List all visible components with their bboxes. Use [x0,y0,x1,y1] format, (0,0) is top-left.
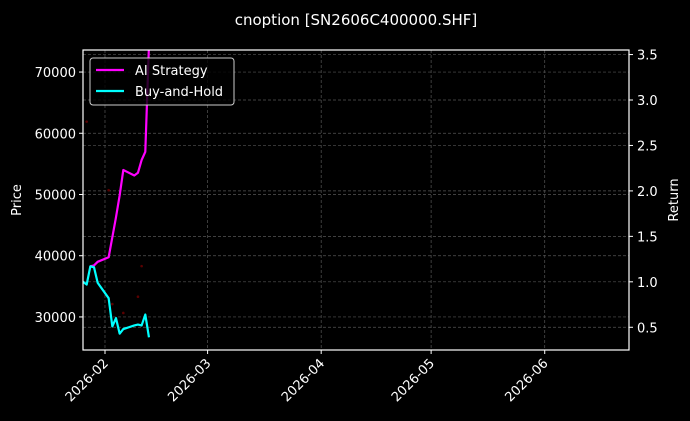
price-point [107,188,110,192]
series-ai-strategy [90,50,150,268]
legend-box [89,57,235,106]
y-tick-label-right: 3.5 [637,49,658,64]
y-tick-label-left: 70000 [35,66,76,81]
series-layer [83,50,151,338]
y-tick-label-right: 0.5 [637,321,658,336]
series-buy-and-hold [83,265,151,338]
legend-label-ai-strategy: AI Strategy [135,64,208,79]
price-point [122,311,125,315]
y-tick-label-left: 30000 [35,311,76,326]
y-axis-right-label: Return [667,178,682,221]
y-tick-label-right: 1.0 [637,276,658,291]
y-axis-left-label: Price [10,184,25,216]
y-tick-label-right: 3.0 [637,94,658,109]
grid [83,50,629,350]
y-tick-label-left: 40000 [35,250,76,265]
price-point [85,120,88,123]
series-price-points [85,120,143,315]
price-point [111,302,114,306]
legend-label-buy-and-hold: Buy-and-Hold [135,85,223,100]
chart-title: cnoption [SN2606C400000.SHF] [235,11,478,29]
y-tick-label-right: 1.5 [637,230,658,245]
price-point [136,295,140,299]
y-tick-label-left: 60000 [35,127,76,142]
y-tick-label-right: 2.5 [637,139,658,154]
y-tick-label-left: 50000 [35,188,76,203]
legend: AI Strategy Buy-and-Hold [89,57,235,106]
y-tick-label-right: 2.0 [637,185,658,200]
plot-frame [82,49,630,351]
price-point [140,264,143,268]
